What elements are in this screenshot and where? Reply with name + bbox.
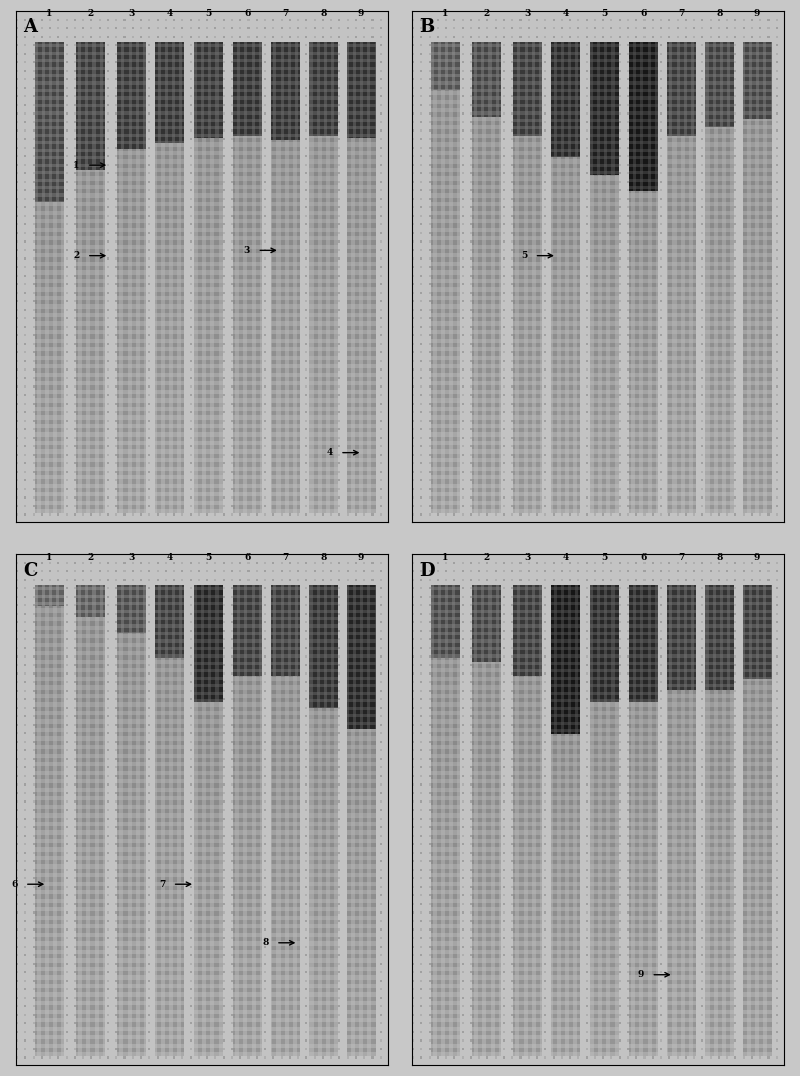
Text: 4: 4 <box>563 10 569 18</box>
Text: 8: 8 <box>262 938 269 947</box>
Text: 1: 1 <box>442 10 448 18</box>
Text: 6: 6 <box>244 10 250 18</box>
Text: 7: 7 <box>678 553 685 562</box>
Text: 6: 6 <box>244 553 250 562</box>
Text: 9: 9 <box>638 971 644 979</box>
Text: 2: 2 <box>483 10 490 18</box>
Text: 2: 2 <box>87 10 94 18</box>
Text: 1: 1 <box>442 553 448 562</box>
Text: 9: 9 <box>754 553 760 562</box>
Text: B: B <box>419 18 434 37</box>
Text: 3: 3 <box>129 10 135 18</box>
Text: 2: 2 <box>483 553 490 562</box>
Text: 8: 8 <box>717 10 723 18</box>
Text: 5: 5 <box>601 10 607 18</box>
Text: 6: 6 <box>640 553 646 562</box>
Text: C: C <box>23 562 38 580</box>
Text: 3: 3 <box>129 553 135 562</box>
Text: 3: 3 <box>525 10 531 18</box>
Text: 9: 9 <box>358 10 364 18</box>
Text: 6: 6 <box>640 10 646 18</box>
Text: 9: 9 <box>754 10 760 18</box>
Text: 7: 7 <box>282 10 289 18</box>
Text: 3: 3 <box>243 245 250 255</box>
Text: 8: 8 <box>717 553 723 562</box>
Text: 5: 5 <box>601 553 607 562</box>
Text: A: A <box>23 18 38 37</box>
Text: 3: 3 <box>525 553 531 562</box>
Text: 1: 1 <box>46 553 52 562</box>
Text: 4: 4 <box>167 553 173 562</box>
Text: 7: 7 <box>282 553 289 562</box>
Text: 2: 2 <box>73 251 79 260</box>
Text: 5: 5 <box>205 553 211 562</box>
Text: 1: 1 <box>46 10 52 18</box>
Text: 6: 6 <box>11 880 18 889</box>
Text: 5: 5 <box>521 251 527 260</box>
Text: 7: 7 <box>159 880 166 889</box>
Text: 4: 4 <box>326 448 333 457</box>
Text: D: D <box>419 562 435 580</box>
Text: 7: 7 <box>678 10 685 18</box>
Text: 1: 1 <box>73 160 79 170</box>
Text: 9: 9 <box>358 553 364 562</box>
Text: 8: 8 <box>321 553 327 562</box>
Text: 5: 5 <box>205 10 211 18</box>
Text: 4: 4 <box>167 10 173 18</box>
Text: 8: 8 <box>321 10 327 18</box>
Text: 2: 2 <box>87 553 94 562</box>
Text: 4: 4 <box>563 553 569 562</box>
